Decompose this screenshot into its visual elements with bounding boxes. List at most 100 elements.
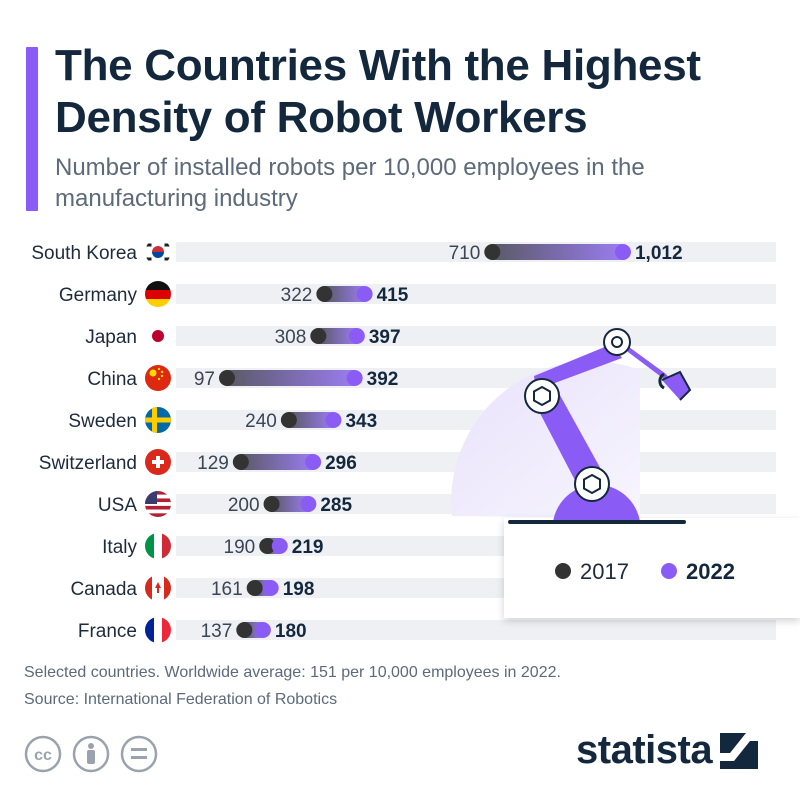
- row-track: [176, 620, 776, 640]
- range-bar: [288, 412, 334, 428]
- range-bar: [226, 370, 355, 386]
- data-label-2017: 190: [224, 537, 256, 558]
- point-2017: [316, 286, 333, 302]
- flag-part: [160, 374, 164, 378]
- data-label-2022: 415: [377, 285, 409, 306]
- point-2017: [280, 412, 297, 428]
- flag-part: [145, 505, 171, 510]
- person-icon: [72, 735, 110, 773]
- flag-france: [145, 617, 171, 643]
- flag-italy: [145, 533, 171, 559]
- svg-text:cc: cc: [34, 747, 52, 764]
- flag-part: [152, 252, 164, 258]
- range-bar: [271, 496, 309, 512]
- category-label: South Korea: [31, 243, 137, 264]
- chart-row: USA 200 285: [98, 491, 352, 517]
- flag-part: [145, 502, 171, 506]
- legend-label-2017: 2017: [580, 559, 629, 584]
- flag-part: [162, 533, 171, 559]
- flag-part: [145, 509, 171, 514]
- chart-row: France 137 180: [78, 617, 307, 643]
- range-bar: [240, 454, 314, 470]
- point-2017: [218, 370, 235, 386]
- license-icons: cc: [24, 735, 158, 773]
- point-2017: [236, 622, 253, 638]
- chart-row: Switzerland 129 296: [39, 449, 357, 475]
- statista-wordmark: statista: [576, 728, 713, 772]
- flag-part: [146, 257, 152, 261]
- flag-part: [164, 257, 170, 261]
- data-label-2022: 198: [283, 579, 315, 600]
- chart-row: Italy 190 219: [102, 533, 323, 559]
- data-label-2022: 397: [369, 327, 401, 348]
- chart-row: Canada 161 198: [70, 575, 314, 601]
- flag-japan: [145, 323, 171, 349]
- point-2022: [356, 286, 373, 302]
- flag-south-korea: [145, 239, 171, 265]
- category-label: France: [78, 621, 137, 642]
- flag-switzerland: [145, 449, 171, 475]
- source-note: Source: International Federation of Robo…: [24, 691, 338, 708]
- flag-part: [154, 533, 162, 559]
- legend-dot-2017: [555, 563, 571, 579]
- flag-part: [145, 494, 171, 499]
- data-label-2022: 219: [292, 537, 324, 558]
- category-label: Switzerland: [39, 453, 137, 474]
- data-label-2017: 161: [211, 579, 243, 600]
- equals-icon: [120, 735, 158, 773]
- flag-part: [145, 513, 171, 517]
- point-2022: [346, 370, 363, 386]
- chart-subtitle: Number of installed robots per 10,000 em…: [55, 154, 645, 212]
- chart-row: Germany 322 415: [59, 281, 409, 307]
- point-2017: [246, 580, 263, 596]
- statista-logo-icon: [720, 732, 759, 769]
- dumbbell-chart: South Korea 710 1,012 Germany 322 415 Japan 308…: [31, 239, 800, 643]
- flag-part: [152, 246, 164, 252]
- flag-part: [145, 617, 154, 643]
- flag-part: [157, 367, 161, 371]
- dumbbell-marks: South Korea 710 1,012 Germany 322 415 Japan 308…: [31, 239, 683, 643]
- row-track: [176, 284, 776, 304]
- legend-dot-2022: [661, 563, 677, 579]
- cc-icon: cc: [24, 735, 62, 773]
- point-2022: [271, 538, 288, 554]
- category-label: Canada: [70, 579, 137, 600]
- flag-part: [145, 290, 171, 299]
- point-2017: [310, 328, 327, 344]
- data-label-2017: 97: [194, 369, 215, 390]
- data-label-2017: 240: [245, 411, 277, 432]
- flag-part: [152, 330, 164, 342]
- legend-label-2022: 2022: [686, 559, 735, 584]
- flag-part: [145, 575, 152, 601]
- point-2022: [325, 412, 342, 428]
- flag-part: [145, 491, 157, 504]
- chart-row: Japan 308 397: [85, 323, 401, 349]
- flag-part: [155, 582, 161, 593]
- category-label: Sweden: [68, 411, 137, 432]
- flag-usa: [145, 491, 171, 517]
- accent-bar: [26, 47, 38, 211]
- flag-part: [145, 533, 154, 559]
- point-2022: [300, 496, 317, 512]
- point-2017: [263, 496, 280, 512]
- statista-logo: statista: [576, 728, 760, 773]
- category-label: Italy: [102, 537, 137, 558]
- data-label-2017: 137: [201, 621, 233, 642]
- data-label-2017: 308: [275, 327, 307, 348]
- point-2017: [484, 244, 501, 260]
- data-label-2022: 1,012: [635, 243, 683, 264]
- flag-part: [162, 617, 171, 643]
- point-2022: [254, 622, 271, 638]
- flag-part: [160, 370, 164, 374]
- range-bar: [492, 244, 623, 260]
- flag-part: [164, 243, 170, 247]
- footnote: Selected countries. Worldwide average: 1…: [24, 664, 561, 681]
- row-track: [176, 326, 776, 346]
- flag-part: [154, 617, 162, 643]
- data-label-2022: 343: [345, 411, 377, 432]
- chart-row: Sweden 240 343: [68, 407, 377, 433]
- flag-part: [149, 369, 157, 377]
- point-2017: [259, 538, 276, 554]
- flag-part: [145, 299, 171, 307]
- data-label-2022: 296: [325, 453, 357, 474]
